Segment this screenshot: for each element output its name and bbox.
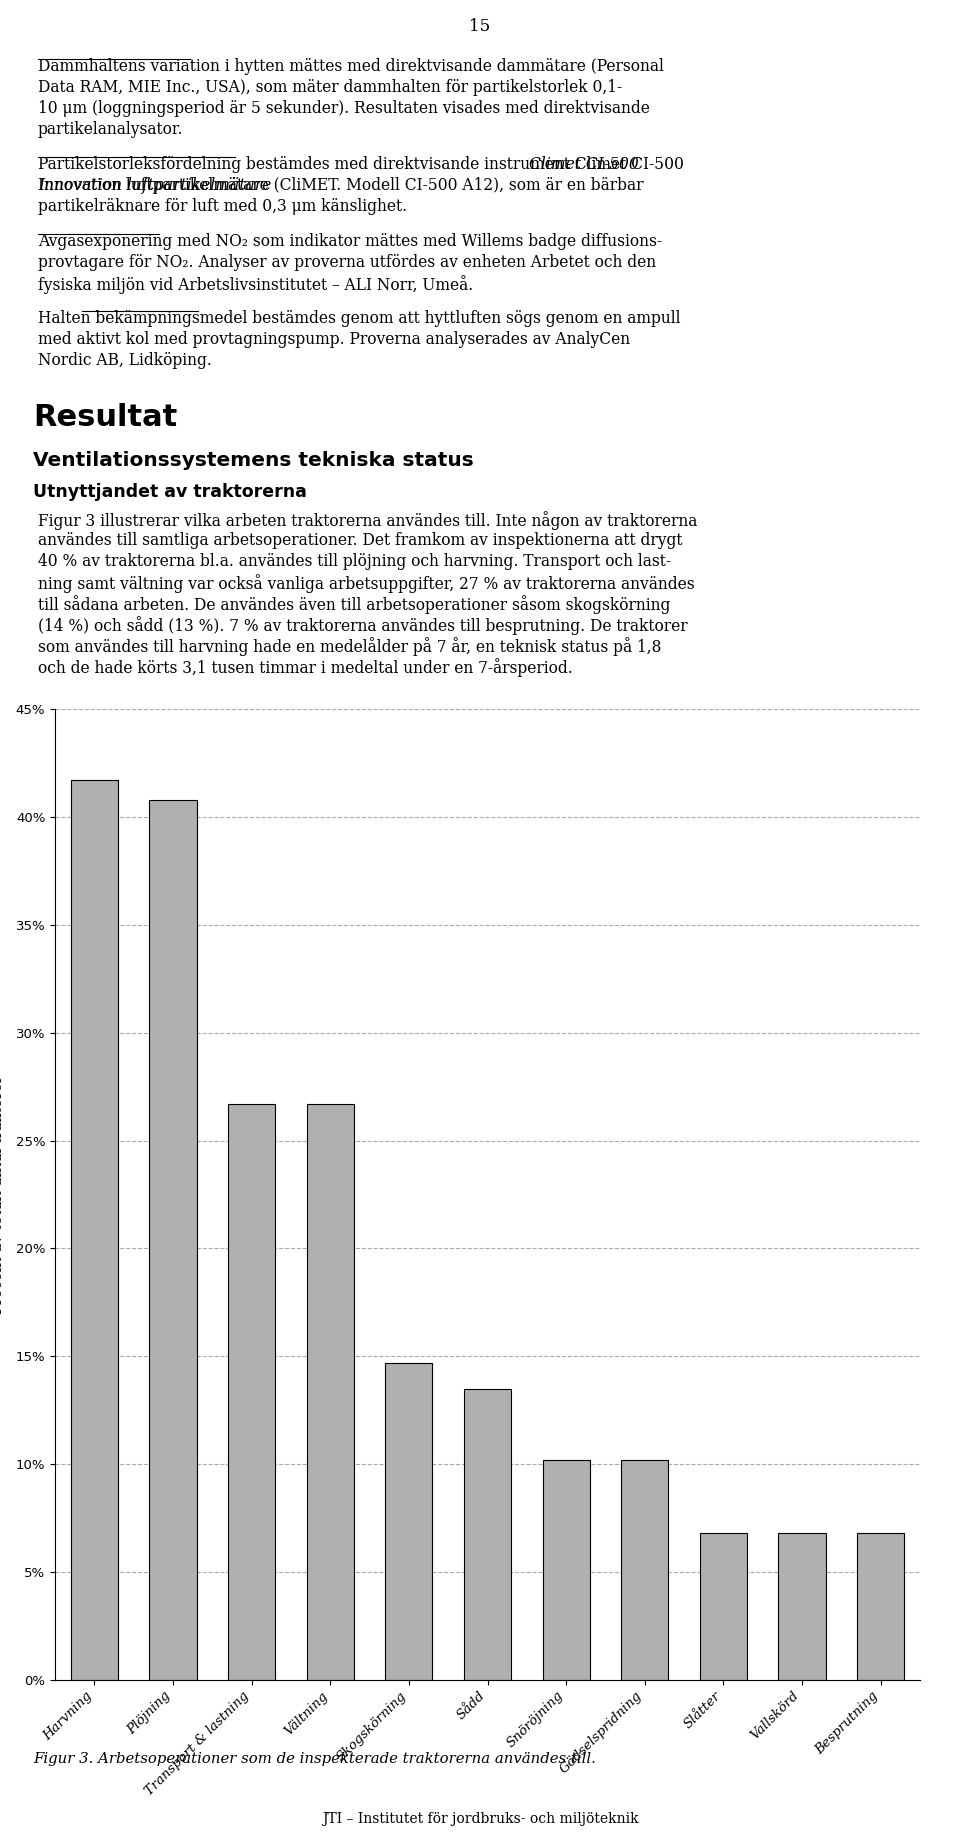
Text: 10 μm (loggningsperiod är 5 sekunder). Resultaten visades med direktvisande: 10 μm (loggningsperiod är 5 sekunder). R… (38, 99, 650, 118)
Text: till sådana arbeten. De användes även till arbetsoperationer såsom skogskörning: till sådana arbeten. De användes även ti… (38, 595, 670, 613)
Text: ning samt vältning var också vanliga arbetsuppgifter, 27 % av traktorerna använd: ning samt vältning var också vanliga arb… (38, 575, 695, 593)
Text: JTI – Institutet för jordbruks- och miljöteknik: JTI – Institutet för jordbruks- och milj… (322, 1813, 638, 1825)
Text: Innovation luftpartikelmätare (CliMET. Modell CI-500 A12), som är en bärbar: Innovation luftpartikelmätare (CliMET. M… (38, 177, 643, 193)
Text: Innovation luftpartikelmätare: Innovation luftpartikelmätare (38, 177, 272, 193)
Text: Figur 3 illustrerar vilka arbeten traktorerna användes till. Inte någon av trakt: Figur 3 illustrerar vilka arbeten trakto… (38, 510, 697, 530)
Text: Figur 3. Arbetsoperationer som de inspekterade traktorerna användes till.: Figur 3. Arbetsoperationer som de inspek… (33, 1752, 596, 1766)
Bar (779, 1533, 826, 1680)
Text: partikelanalysator.: partikelanalysator. (38, 122, 183, 138)
Bar (700, 1533, 747, 1680)
Text: användes till samtliga arbetsoperationer. Det framkom av inspektionerna att dryg: användes till samtliga arbetsoperationer… (38, 532, 683, 549)
Text: som användes till harvning hade en medelålder på 7 år, en teknisk status på 1,8: som användes till harvning hade en medel… (38, 637, 661, 656)
Bar (228, 1103, 276, 1680)
Bar (306, 1103, 354, 1680)
Text: Resultat: Resultat (33, 403, 178, 433)
Text: (14 %) och sådd (13 %). 7 % av traktorerna användes till besprutning. De traktor: (14 %) och sådd (13 %). 7 % av traktorer… (38, 615, 687, 635)
Text: Halten bekämpningsmedel bestämdes genom att hyttluften sögs genom en ampull: Halten bekämpningsmedel bestämdes genom … (38, 309, 681, 328)
Text: Dammhaltens variation i hytten mättes med direktvisande dammätare (Personal: Dammhaltens variation i hytten mättes me… (38, 57, 664, 76)
Text: Utnyttjandet av traktorerna: Utnyttjandet av traktorerna (33, 483, 307, 501)
Bar (464, 1389, 511, 1680)
Bar (150, 799, 197, 1680)
Bar (621, 1461, 668, 1680)
Text: partikelräknare för luft med 0,3 μm känslighet.: partikelräknare för luft med 0,3 μm käns… (38, 197, 407, 216)
Bar (71, 781, 118, 1680)
Y-axis label: Procent av totalt antal traktorer: Procent av totalt antal traktorer (0, 1076, 5, 1313)
Text: Nordic AB, Lidköping.: Nordic AB, Lidköping. (38, 352, 212, 368)
Text: Ventilationssystemens tekniska status: Ventilationssystemens tekniska status (33, 451, 473, 470)
Text: 40 % av traktorerna bl.a. användes till plöjning och harvning. Transport och las: 40 % av traktorerna bl.a. användes till … (38, 553, 671, 569)
Text: Climet CI-500: Climet CI-500 (529, 157, 638, 173)
Text: Avgasexponering med NO₂ som indikator mättes med Willems badge diffusions-: Avgasexponering med NO₂ som indikator mä… (38, 232, 662, 251)
Text: 15: 15 (469, 18, 491, 35)
Bar (385, 1363, 432, 1680)
Text: fysiska miljön vid Arbetslivsinstitutet – ALI Norr, Umeå.: fysiska miljön vid Arbetslivsinstitutet … (38, 274, 473, 295)
Text: Partikelstorleksfördelning bestämdes med direktvisande instrument Climet CI-500: Partikelstorleksfördelning bestämdes med… (38, 157, 684, 173)
Text: provtagare för NO₂. Analyser av proverna utfördes av enheten Arbetet och den: provtagare för NO₂. Analyser av proverna… (38, 254, 656, 271)
Text: med aktivt kol med provtagningspump. Proverna analyserades av AnalyCen: med aktivt kol med provtagningspump. Pro… (38, 332, 630, 348)
Text: Data RAM, MIE Inc., USA), som mäter dammhalten för partikelstorlek 0,1-: Data RAM, MIE Inc., USA), som mäter damm… (38, 79, 622, 96)
Text: och de hade körts 3,1 tusen timmar i medeltal under en 7-årsperiod.: och de hade körts 3,1 tusen timmar i med… (38, 658, 573, 676)
Bar (857, 1533, 904, 1680)
Bar (542, 1461, 589, 1680)
